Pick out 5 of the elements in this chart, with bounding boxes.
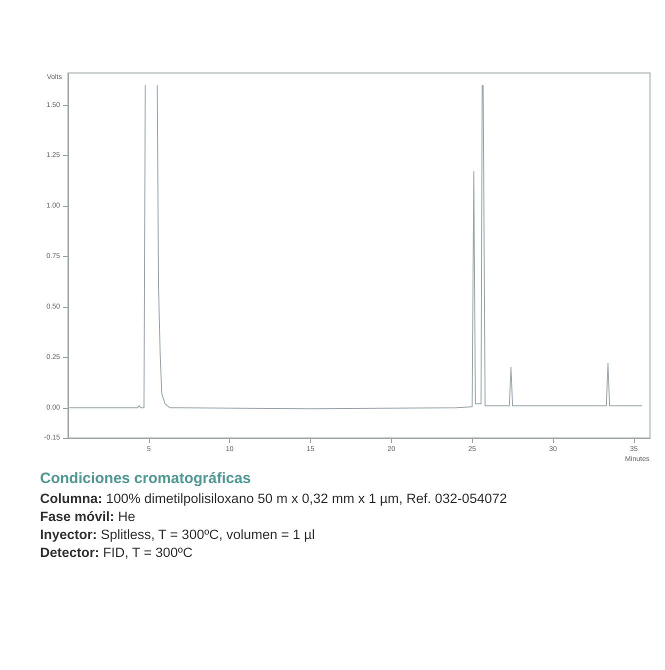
text: Detector: FID, T = 300ºC	[40, 544, 194, 562]
text: Columna: 100% dimetilpolisiloxano 50 m x 0,32 mm x 1 µm, Ref. 032-054072	[40, 490, 508, 508]
text: Inyector: Splitless, T = 300ºC, volumen = 1 µl	[40, 526, 316, 544]
text: Condiciones cromatográficas	[40, 470, 252, 488]
text: Fase móvil: He	[40, 508, 136, 526]
